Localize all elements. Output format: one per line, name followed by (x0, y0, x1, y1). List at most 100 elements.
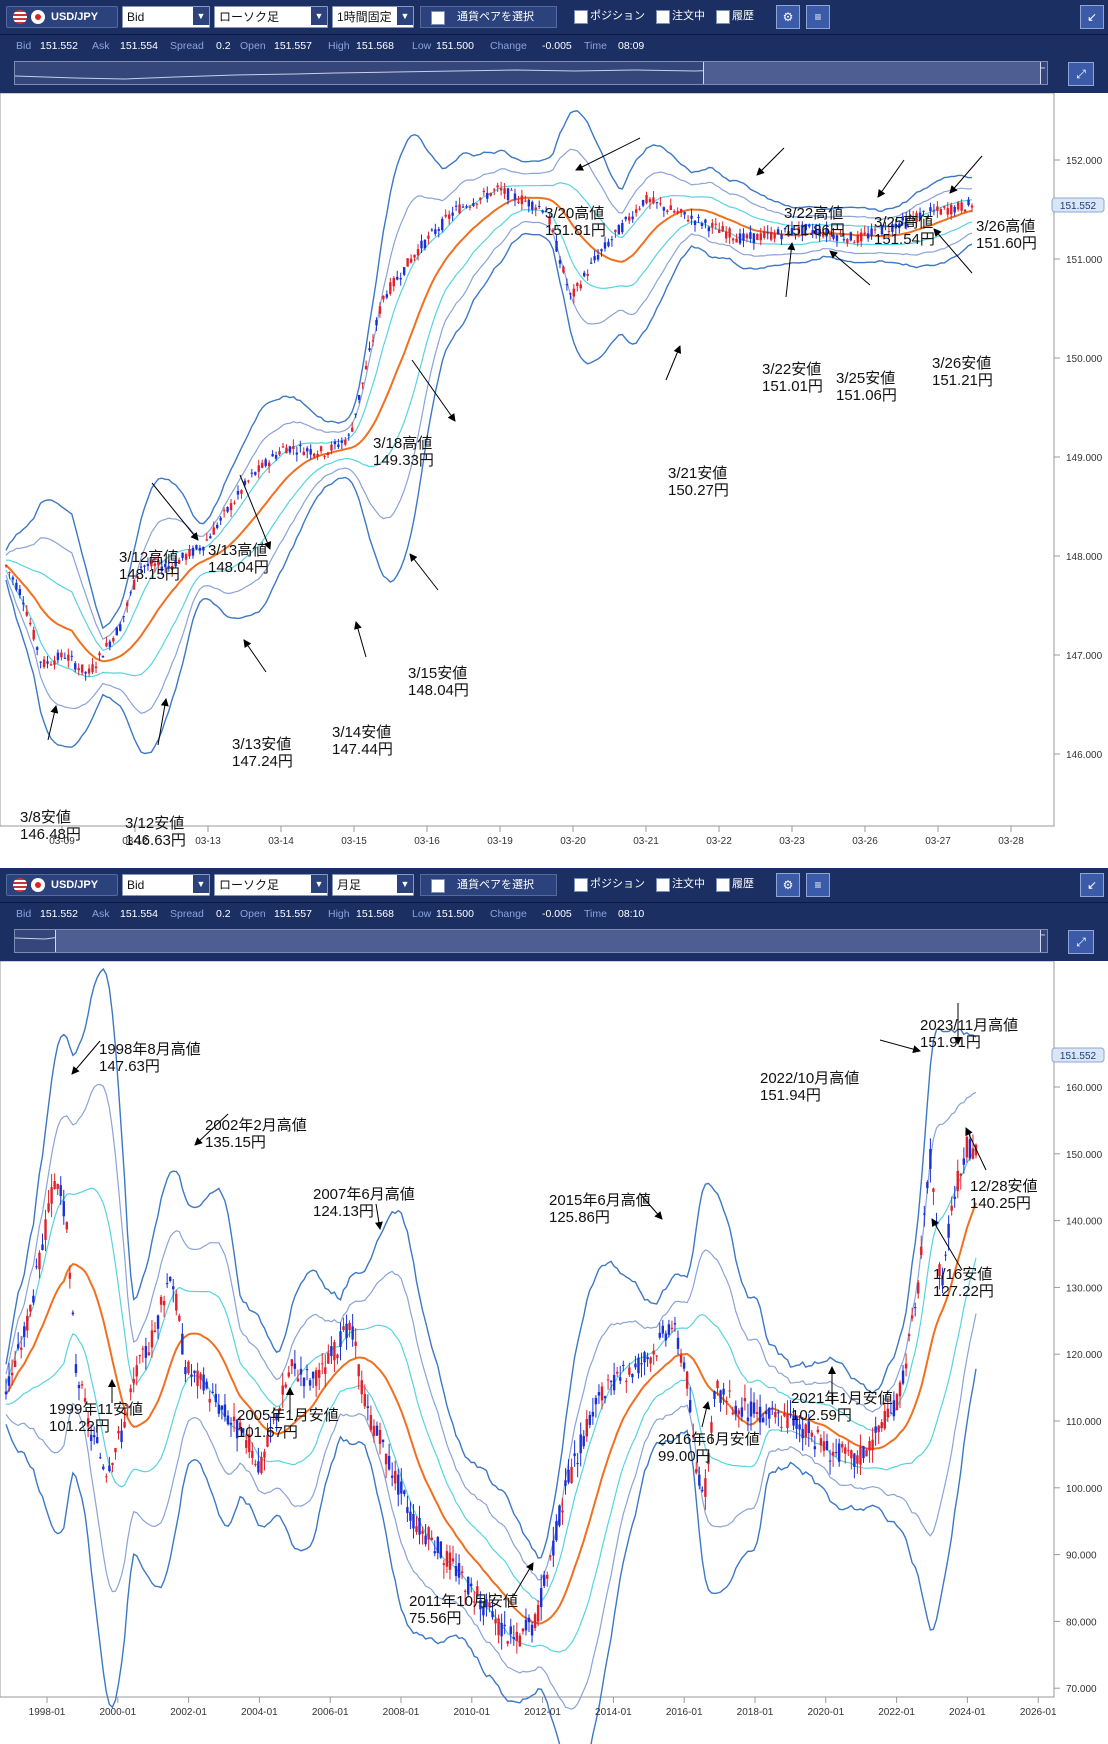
candle-body (188, 549, 191, 557)
timeframe-dropdown[interactable]: 1時間固定 ▼ (332, 6, 414, 28)
spread-value: 0.2 (216, 908, 231, 920)
candle-body (13, 1360, 17, 1368)
candle-body (734, 1405, 737, 1415)
history-toggle[interactable]: 履歴 (716, 874, 766, 894)
chart-settings-icon[interactable]: ⚙ (776, 5, 800, 29)
y-tick-label: 150.000 (1066, 354, 1103, 365)
orders-checkbox[interactable] (656, 10, 670, 24)
annotation-arrow (411, 359, 456, 422)
annotation-arrow (639, 1193, 663, 1220)
fit-view-icon[interactable]: ⤢ (1068, 62, 1094, 86)
candle-body (241, 1428, 245, 1433)
annotation-price: 146.63円 (125, 832, 186, 849)
annotation-arrow (785, 242, 796, 298)
candle-body (821, 233, 825, 237)
navigator-track[interactable] (14, 61, 1048, 85)
orders-toggle[interactable]: 注文中 (656, 6, 714, 26)
x-tick-label: 03-09 (49, 836, 75, 847)
candle-body (316, 454, 319, 457)
chart-navigator: ⤢ (0, 57, 1108, 93)
navigator-window-handle[interactable] (55, 930, 1041, 952)
shrink-window-icon[interactable]: ↙ (1080, 5, 1104, 29)
x-tick-label: 2014-01 (595, 1707, 632, 1718)
candle-body (690, 215, 693, 219)
chart-type-dropdown[interactable]: ローソク足 ▼ (214, 6, 328, 28)
position-checkbox[interactable] (574, 878, 588, 892)
candle-body (245, 1440, 248, 1448)
candle-body (305, 1368, 309, 1371)
price-type-dropdown[interactable]: Bid ▼ (122, 6, 210, 28)
candle-body (832, 234, 835, 239)
candle-body (929, 207, 932, 212)
candle-body (953, 1196, 956, 1199)
candle-body (863, 232, 866, 235)
candle-body (68, 1272, 72, 1279)
candle-body (923, 1213, 926, 1215)
position-toggle[interactable]: ポジション (574, 6, 654, 26)
price-type-dropdown[interactable]: Bid ▼ (122, 874, 210, 896)
candle-body (576, 283, 579, 287)
candle-body (841, 1444, 844, 1448)
candle-body (606, 1379, 610, 1381)
candle-body (114, 1447, 117, 1453)
history-checkbox[interactable] (716, 10, 730, 24)
annotation-label: 1/16安値 (933, 1266, 992, 1283)
candle-body (272, 1419, 275, 1421)
candle-body (884, 225, 887, 227)
candle-body (53, 1181, 56, 1189)
select-pair-checkbox[interactable] (431, 11, 445, 25)
y-tick-label: 152.000 (1066, 156, 1103, 167)
orders-toggle[interactable]: 注文中 (656, 874, 714, 894)
candle-body (868, 1440, 871, 1451)
position-checkbox[interactable] (574, 10, 588, 24)
orders-label: 注文中 (672, 10, 705, 22)
candle-body (260, 1457, 263, 1474)
annotation-arrow (243, 639, 267, 673)
shrink-window-icon[interactable]: ↙ (1080, 873, 1104, 897)
candle-body (278, 451, 281, 455)
symbol-selector[interactable]: USD/JPY (6, 6, 118, 28)
annotation-price: 146.48円 (20, 826, 81, 843)
annotation-price: 124.13円 (313, 1203, 374, 1220)
candle-body (229, 503, 233, 511)
navigator-track[interactable] (14, 929, 1048, 953)
x-tick-label: 2022-01 (878, 1707, 915, 1718)
chart-settings-icon[interactable]: ⚙ (776, 873, 800, 897)
candle-body (503, 1624, 506, 1627)
moving-average-line (5, 196, 973, 663)
y-tick-label: 130.000 (1066, 1283, 1103, 1294)
candle-body (628, 1367, 631, 1375)
timeframe-dropdown[interactable]: 月足 ▼ (332, 874, 414, 896)
candle-body (53, 660, 56, 665)
history-toggle[interactable]: 履歴 (716, 6, 766, 26)
fit-view-icon[interactable]: ⤢ (1068, 930, 1094, 954)
candle-body (296, 1378, 300, 1382)
candle-body (381, 1439, 385, 1443)
select-pair-button[interactable]: 通貨ペアを選択 (420, 874, 557, 896)
navigator-window-handle[interactable] (703, 62, 1041, 84)
indicator-list-icon[interactable]: ≡ (806, 5, 830, 29)
position-toggle[interactable]: ポジション (574, 874, 654, 894)
candle-body (718, 229, 721, 233)
orders-checkbox[interactable] (656, 878, 670, 892)
chart-type-dropdown[interactable]: ローソク足 ▼ (214, 874, 328, 896)
candle-body (837, 1443, 841, 1462)
candle-body (392, 277, 395, 287)
candle-body (254, 472, 257, 475)
candle-body (342, 1326, 345, 1330)
candle-body (631, 216, 634, 220)
candle-body (387, 1456, 391, 1470)
history-checkbox[interactable] (716, 878, 730, 892)
candle-body (220, 1405, 224, 1410)
candle-body (269, 1430, 272, 1432)
candle-body (628, 216, 631, 221)
symbol-selector[interactable]: USD/JPY (6, 874, 118, 896)
candle-body (517, 201, 520, 204)
candle-body (205, 539, 209, 541)
candle-body (217, 1404, 221, 1414)
select-pair-checkbox[interactable] (431, 879, 445, 893)
candle-body (749, 1401, 753, 1417)
select-pair-button[interactable]: 通貨ペアを選択 (420, 6, 557, 28)
indicator-list-icon[interactable]: ≡ (806, 873, 830, 897)
